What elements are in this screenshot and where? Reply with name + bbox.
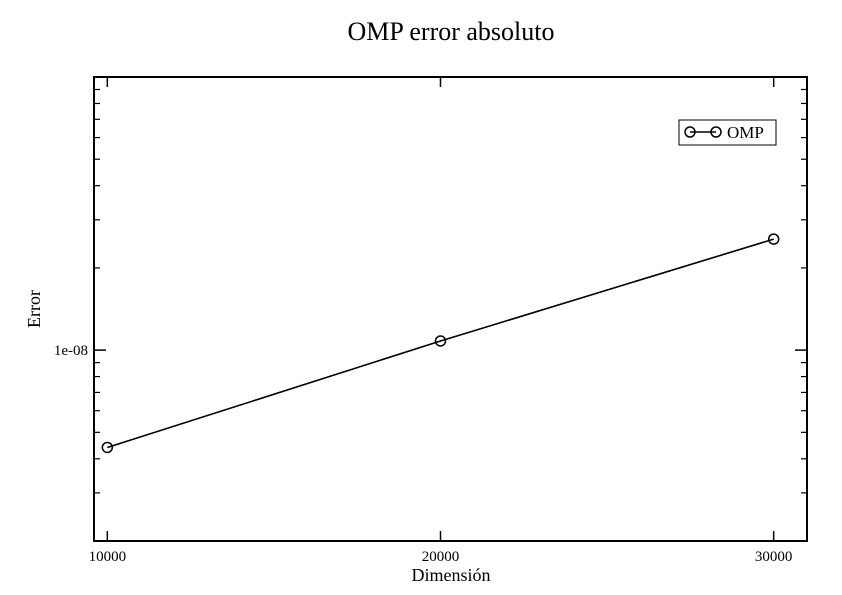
data-point — [767, 233, 780, 245]
x-tick-label: 20000 — [422, 549, 460, 565]
x-axis: 10000 20000 30000 — [89, 77, 793, 565]
y-tick-label: 1e-08 — [54, 343, 88, 359]
series-layer — [101, 233, 780, 454]
chart-title: OMP error absoluto — [347, 17, 554, 46]
plot-area — [93, 76, 808, 542]
legend-label: OMP — [727, 123, 764, 142]
legend-box — [678, 119, 777, 146]
y-axis: 1e-08 — [54, 88, 807, 494]
series-line — [107, 238, 774, 449]
x-tick-label: 10000 — [89, 549, 127, 565]
data-point — [101, 441, 114, 454]
x-axis-label: Dimensión — [412, 565, 491, 585]
y-axis-label: Error — [24, 290, 44, 328]
x-tick-label: 30000 — [755, 549, 793, 565]
data-point — [434, 335, 447, 347]
legend-marker — [684, 126, 696, 138]
legend: OMP — [678, 119, 777, 146]
legend-marker — [710, 126, 722, 138]
